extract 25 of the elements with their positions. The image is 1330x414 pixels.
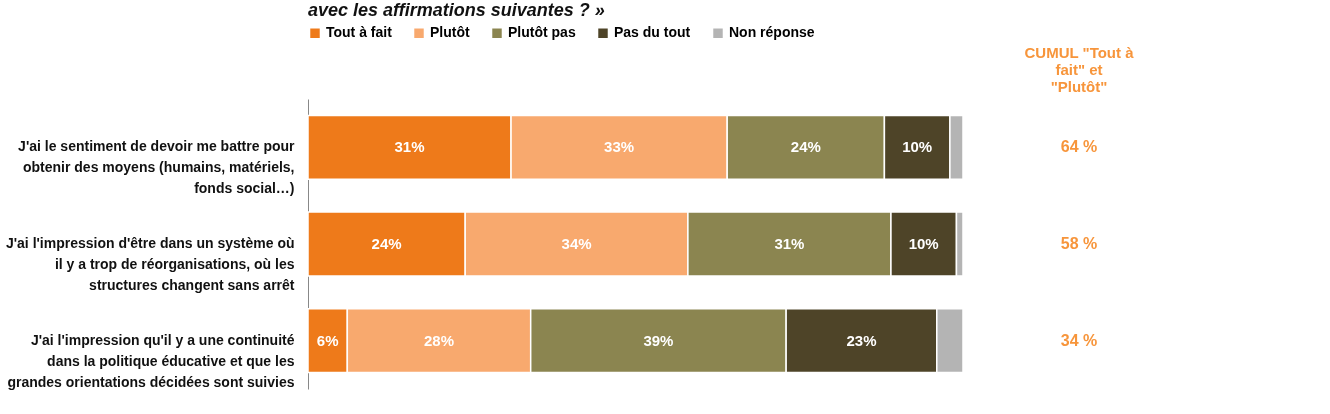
data-label: 10% bbox=[902, 138, 933, 156]
text: 34 % bbox=[1060, 331, 1098, 349]
data-label: 33% bbox=[604, 138, 635, 156]
data-label: 34% bbox=[561, 235, 592, 252]
legend-label: Pas du tout bbox=[614, 24, 691, 41]
legend-label: Tout à fait bbox=[326, 24, 393, 41]
chart-title: avec les affirmations suivantes ? » bbox=[308, 0, 605, 20]
y-tick-label: J'ai l'impression d'être dans un système où il y a trop de réorganisations, où les structures changent sans arrêt bbox=[5, 235, 295, 293]
y-tick-label: J'ai le sentiment de devoir me battre pour obtenir des moyens (humains, matériels, fonds social…) bbox=[18, 138, 296, 197]
legend-label: Non réponse bbox=[729, 24, 815, 41]
data-label: 31% bbox=[394, 138, 425, 156]
y-tick-label: J'ai l'impression qu'il y a une continuité dans la politique éducative et que les grandes orientations décidées sont suivies bbox=[7, 331, 295, 390]
data-label: 39% bbox=[643, 331, 674, 349]
text: 58 % bbox=[1060, 235, 1098, 252]
data-label: 23% bbox=[846, 331, 877, 349]
legend-label: Plutôt bbox=[430, 24, 470, 41]
legend-label: Plutôt pas bbox=[508, 24, 576, 41]
data-label: 31% bbox=[774, 235, 805, 252]
data-label: 24% bbox=[790, 138, 821, 156]
data-label: 10% bbox=[908, 235, 939, 252]
text: CUMUL "Tout à fait" et "Plutôt" bbox=[1024, 44, 1135, 95]
data-label: 6% bbox=[316, 331, 339, 349]
data-label: 28% bbox=[423, 331, 455, 349]
text: 64 % bbox=[1060, 138, 1098, 156]
data-label: 24% bbox=[371, 235, 402, 252]
